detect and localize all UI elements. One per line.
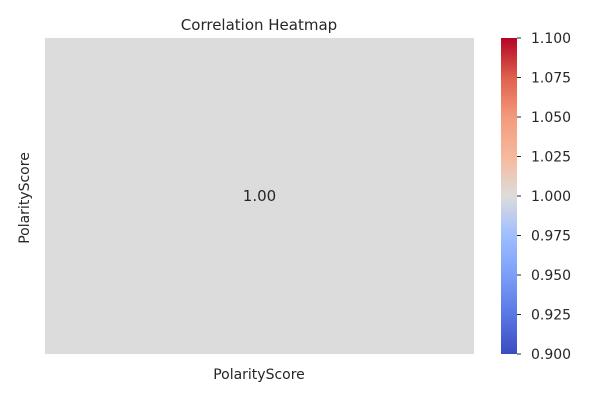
colorbar-tick-label: 1.050 bbox=[531, 110, 571, 126]
colorbar-tick-label: 0.925 bbox=[531, 308, 571, 324]
chart-title: Correlation Heatmap bbox=[181, 16, 337, 34]
colorbar-tick-label: 0.975 bbox=[531, 229, 571, 245]
colorbar-tick-label: 1.100 bbox=[531, 31, 571, 47]
heatmap-cells: 1.00 bbox=[45, 38, 474, 354]
colorbar-tick-label: 0.950 bbox=[531, 268, 571, 284]
heatmap-cell-label: 1.00 bbox=[243, 187, 276, 205]
heatmap-cell bbox=[45, 38, 474, 354]
x-axis-tick-label: PolarityScore bbox=[213, 367, 305, 383]
colorbar-tick-label: 1.025 bbox=[531, 150, 571, 166]
colorbar-tick-label: 1.000 bbox=[531, 189, 571, 205]
colorbar-ticks: 0.900 0.925 0.950 0.975 1.000 1.025 1.050 1.075… bbox=[517, 31, 571, 363]
colorbar-tick-label: 1.075 bbox=[531, 71, 571, 87]
colorbar bbox=[501, 38, 517, 354]
y-axis-tick-label: PolarityScore bbox=[17, 152, 33, 244]
colorbar-tick-label: 0.900 bbox=[531, 347, 571, 363]
